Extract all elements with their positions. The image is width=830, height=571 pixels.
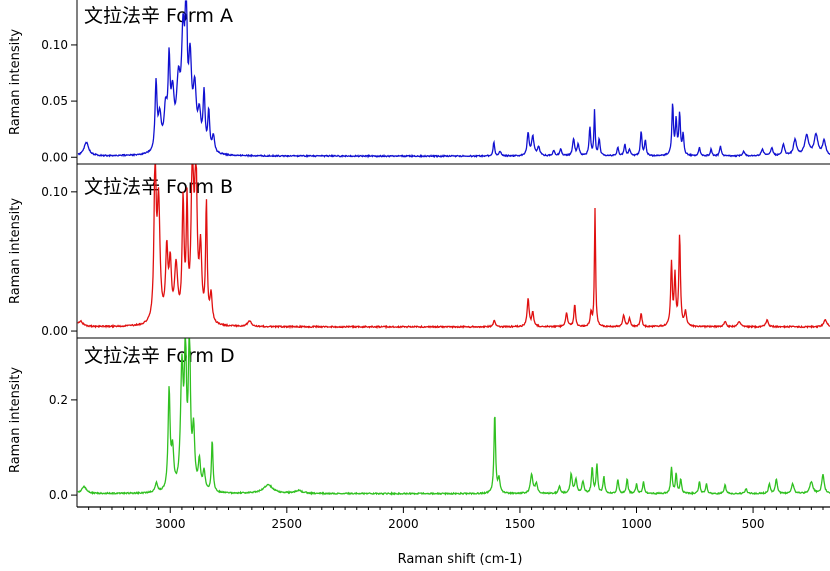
spectrum-line-form-b	[77, 164, 830, 330]
x-tick-label: 1000	[621, 517, 652, 531]
spectrum-line-form-d	[77, 338, 830, 496]
panel-title-form-d: 文拉法辛 Form D	[84, 345, 235, 367]
y-tick-label: 0.05	[41, 94, 68, 108]
y-tick-label: 0.0	[49, 488, 68, 502]
panel-form-b: 文拉法辛 Form B Raman intensity 0.00 0.10	[8, 164, 830, 339]
y-axis-title-form-b: Raman intensity	[8, 198, 23, 304]
x-axis: 3000 2500 2000 1500 1000 500	[88, 507, 824, 531]
x-tick-label: 1500	[505, 517, 536, 531]
spectrum-line-form-a	[77, 0, 830, 159]
y-ticks-form-b: 0.00 0.10	[41, 185, 77, 338]
y-tick-label: 0.10	[41, 38, 68, 52]
y-axis-title-form-a: Raman intensity	[8, 29, 23, 135]
x-tick-label: 2500	[272, 517, 303, 531]
x-axis-title: Raman shift (cm-1)	[398, 552, 523, 567]
x-tick-label: 500	[742, 517, 765, 531]
y-tick-label: 0.2	[49, 393, 68, 407]
y-ticks-form-d: 0.0 0.2	[49, 393, 77, 502]
x-tick-label: 3000	[155, 517, 186, 531]
y-ticks-form-a: 0.00 0.05 0.10	[41, 38, 77, 164]
y-tick-label: 0.10	[41, 185, 68, 199]
y-tick-label: 0.00	[41, 150, 68, 164]
panel-title-form-b: 文拉法辛 Form B	[84, 176, 233, 198]
y-axis-title-form-d: Raman intensity	[8, 367, 23, 473]
panel-form-a: 文拉法辛 Form A Raman intensity 0.00 0.05 0.10	[8, 0, 830, 165]
panel-form-d: 文拉法辛 Form D Raman intensity 0.0 0.2	[8, 338, 830, 508]
panel-title-form-a: 文拉法辛 Form A	[84, 5, 233, 27]
x-tick-label: 2000	[388, 517, 419, 531]
y-tick-label: 0.00	[41, 324, 68, 338]
